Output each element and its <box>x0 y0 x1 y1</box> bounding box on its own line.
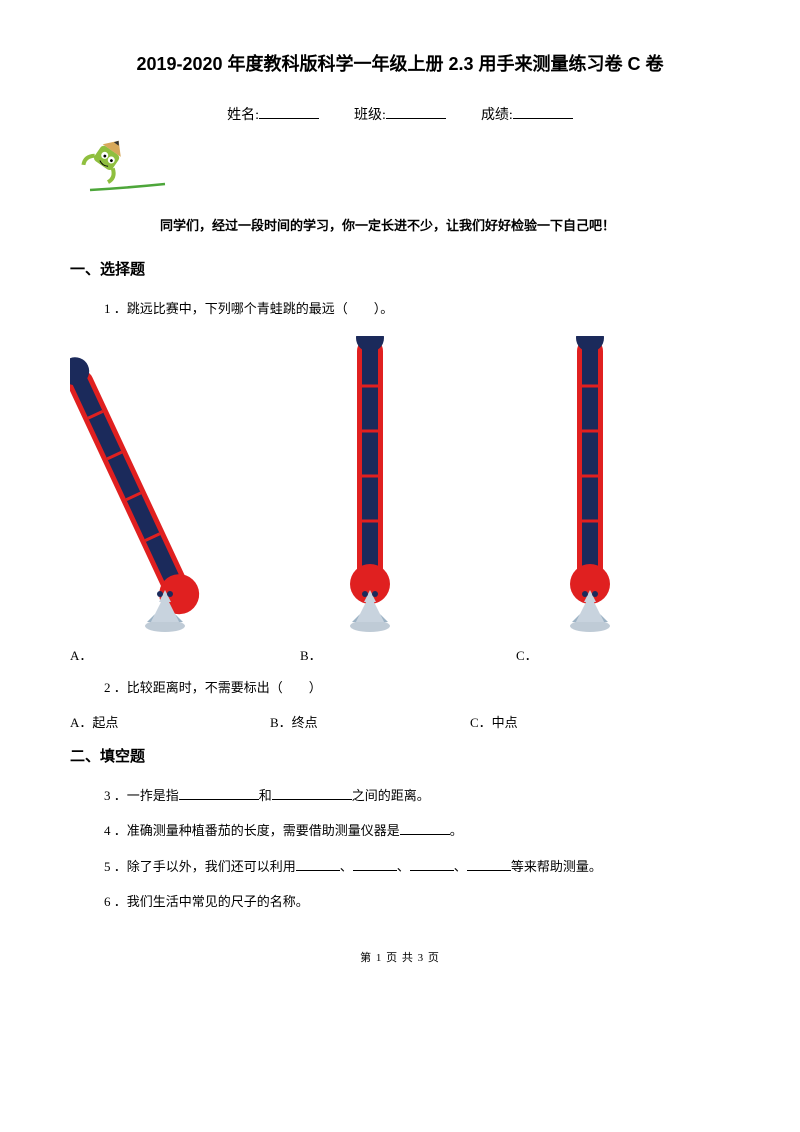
name-label: 姓名: <box>227 108 259 123</box>
q5-sep-1: 、 <box>340 859 353 874</box>
q5-sep-3: 、 <box>454 859 467 874</box>
score-blank[interactable] <box>513 104 573 119</box>
section-1-heading: 一、选择题 <box>70 258 730 279</box>
question-1-option-labels: A． B． C． <box>70 645 730 664</box>
page-title: 2019-2020 年度教科版科学一年级上册 2.3 用手来测量练习卷 C 卷 <box>70 50 730 76</box>
option-a-label: A． <box>70 645 104 664</box>
q5-pre: 5 ．除了手以外，我们还可以利用 <box>104 859 296 874</box>
question-4: 4 ．准确测量种植番茄的长度，需要借助测量仪器是 。 <box>104 819 730 842</box>
option-b-label: B． <box>300 645 330 664</box>
figure-a <box>70 336 230 641</box>
student-info-line: 姓名: 班级: 成绩: <box>70 104 730 124</box>
q4-post: 。 <box>450 823 463 838</box>
q5-blank-2[interactable] <box>353 857 397 871</box>
question-3: 3 ．一拃是指 和 之间的距离。 <box>104 784 730 807</box>
option-c-label: C． <box>516 645 546 664</box>
question-6: 6 ．我们生活中常见的尺子的名称。 <box>104 890 730 913</box>
q3-blank-1[interactable] <box>179 786 259 800</box>
name-blank[interactable] <box>259 104 319 119</box>
figure-c <box>510 336 670 641</box>
score-label: 成绩: <box>481 108 513 123</box>
question-1-figures <box>70 336 730 641</box>
q3-blank-2[interactable] <box>272 786 352 800</box>
q3-post: 之间的距离。 <box>352 788 430 803</box>
page-footer: 第 1 页 共 3 页 <box>70 949 730 965</box>
class-label: 班级: <box>354 108 386 123</box>
question-1-text: 1 ．跳远比赛中，下列哪个青蛙跳的最远（ ）。 <box>104 297 730 320</box>
page: 2019-2020 年度教科版科学一年级上册 2.3 用手来测量练习卷 C 卷 … <box>0 0 800 995</box>
q3-mid: 和 <box>259 788 272 803</box>
question-5: 5 ．除了手以外，我们还可以利用 、 、 、 等来帮助测量。 <box>104 855 730 878</box>
q2-option-c: C．中点 <box>470 712 670 731</box>
class-blank[interactable] <box>386 104 446 119</box>
q5-blank-4[interactable] <box>467 857 511 871</box>
pencil-mascot <box>70 140 730 205</box>
q5-blank-1[interactable] <box>296 857 340 871</box>
intro-text: 同学们，经过一段时间的学习，你一定长进不少，让我们好好检验一下自己吧！ <box>160 215 730 234</box>
question-2-text: 2 ．比较距离时，不需要标出（ ） <box>104 676 730 699</box>
question-2-options: A．起点 B．终点 C．中点 <box>70 712 730 731</box>
q4-pre: 4 ．准确测量种植番茄的长度，需要借助测量仪器是 <box>104 823 400 838</box>
q5-blank-3[interactable] <box>410 857 454 871</box>
q3-pre: 3 ．一拃是指 <box>104 788 179 803</box>
q5-sep-2: 、 <box>397 859 410 874</box>
q4-blank[interactable] <box>400 821 450 835</box>
q5-post: 等来帮助测量。 <box>511 859 602 874</box>
figure-b <box>290 336 450 641</box>
q2-option-b: B．终点 <box>270 712 470 731</box>
q2-option-a: A．起点 <box>70 712 270 731</box>
section-2-heading: 二、填空题 <box>70 745 730 766</box>
